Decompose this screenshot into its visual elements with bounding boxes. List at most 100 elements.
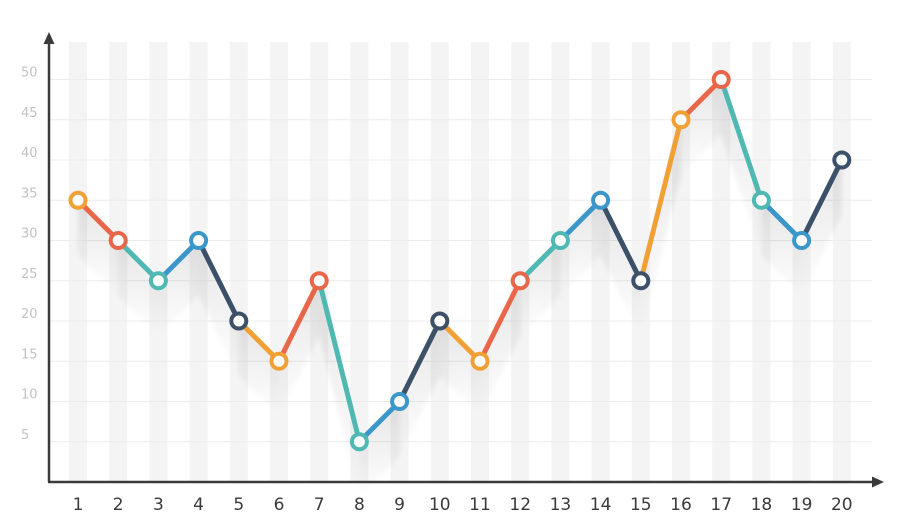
data-points bbox=[68, 70, 852, 452]
segment-shadow bbox=[399, 321, 440, 457]
y-tick-label: 20 bbox=[21, 307, 38, 322]
segment-shadow bbox=[721, 79, 762, 256]
column-stripe bbox=[430, 42, 449, 482]
data-point bbox=[229, 311, 249, 331]
column-stripe bbox=[229, 42, 248, 482]
y-tick-label: 25 bbox=[21, 267, 38, 282]
x-tick-label: 13 bbox=[550, 495, 572, 515]
y-tick-label: 10 bbox=[21, 388, 38, 403]
y-tick-label: 15 bbox=[21, 347, 38, 362]
y-tick-label: 50 bbox=[21, 66, 38, 81]
line-segment bbox=[598, 197, 644, 284]
column-stripe bbox=[310, 42, 329, 482]
line-segment bbox=[638, 117, 684, 284]
segment-shadow bbox=[640, 119, 681, 336]
segment-shadow bbox=[480, 280, 521, 417]
line-segment bbox=[397, 318, 443, 404]
line-segment bbox=[477, 278, 523, 364]
data-point bbox=[510, 271, 530, 291]
x-tick-label: 8 bbox=[354, 495, 365, 515]
data-point bbox=[349, 432, 369, 452]
data-point bbox=[309, 271, 329, 291]
x-tick-label: 5 bbox=[233, 495, 244, 515]
column-stripe bbox=[511, 42, 530, 482]
data-point bbox=[832, 150, 852, 170]
segment-shadow bbox=[198, 240, 239, 376]
y-tick-label: 5 bbox=[21, 428, 29, 443]
x-tick-label: 20 bbox=[831, 495, 853, 515]
x-tick-label: 2 bbox=[113, 495, 124, 515]
x-tick-label: 12 bbox=[509, 495, 531, 515]
data-point bbox=[631, 271, 651, 291]
x-tick-label: 10 bbox=[429, 495, 451, 515]
line-segment bbox=[276, 278, 322, 364]
data-point bbox=[470, 351, 490, 371]
data-point bbox=[550, 231, 570, 250]
y-tick-label: 35 bbox=[21, 186, 38, 201]
column-stripe bbox=[149, 42, 168, 482]
x-tick-label: 17 bbox=[710, 495, 732, 515]
segment-shadow bbox=[681, 79, 722, 175]
x-tick-label: 6 bbox=[274, 495, 285, 515]
x-axis-arrow-icon bbox=[872, 476, 884, 488]
x-tick-label: 14 bbox=[590, 495, 612, 515]
line-segment bbox=[316, 278, 362, 445]
x-tick-labels: 1 2 3 4 5 6 7 8 9 10 11 12 13 14 15 16 17 18 19 20 bbox=[73, 495, 853, 515]
data-point bbox=[390, 392, 410, 411]
data-point bbox=[68, 190, 88, 210]
column-stripe bbox=[672, 42, 690, 482]
segment-shadow bbox=[78, 200, 119, 296]
y-tick-labels: 5 10 15 20 25 30 35 40 45 50 bbox=[21, 66, 38, 443]
x-tick-label: 11 bbox=[469, 495, 491, 515]
data-point bbox=[148, 271, 168, 291]
column-stripe bbox=[631, 42, 650, 482]
column-stripe bbox=[350, 42, 369, 482]
data-point bbox=[792, 231, 812, 250]
x-tick-label: 9 bbox=[394, 495, 405, 515]
y-tick-label: 30 bbox=[21, 227, 38, 242]
segment-shadows bbox=[78, 79, 842, 497]
column-stripe bbox=[752, 42, 771, 482]
x-tick-label: 7 bbox=[314, 495, 325, 515]
segment-shadow bbox=[761, 200, 802, 296]
segment-shadow bbox=[600, 200, 641, 336]
x-tick-label: 16 bbox=[670, 495, 692, 515]
segment-shadow bbox=[520, 240, 561, 336]
x-tick-label: 3 bbox=[153, 495, 164, 515]
x-tick-label: 15 bbox=[630, 495, 652, 515]
data-point bbox=[751, 190, 771, 210]
column-stripe bbox=[591, 42, 610, 482]
y-tick-label: 45 bbox=[21, 106, 38, 121]
data-point bbox=[671, 110, 691, 130]
data-point bbox=[711, 70, 731, 89]
line-segment bbox=[799, 157, 845, 243]
y-axis-arrow-icon bbox=[43, 32, 55, 44]
data-point bbox=[189, 231, 209, 250]
column-stripe bbox=[832, 42, 851, 482]
segment-shadow bbox=[118, 240, 159, 336]
segment-shadow bbox=[560, 200, 601, 296]
x-tick-label: 1 bbox=[73, 495, 84, 515]
segment-shadow bbox=[238, 321, 279, 417]
y-tick-label: 40 bbox=[21, 146, 38, 161]
segment-shadow bbox=[801, 160, 842, 296]
segment-shadow bbox=[319, 280, 360, 497]
column-stripe bbox=[712, 42, 731, 482]
column-stripe bbox=[390, 42, 409, 482]
axes bbox=[43, 32, 884, 488]
x-tick-label: 18 bbox=[751, 495, 773, 515]
segment-shadow bbox=[439, 321, 480, 417]
data-point bbox=[269, 351, 289, 371]
column-stripe bbox=[69, 42, 87, 482]
line-segment bbox=[718, 77, 764, 203]
data-point bbox=[108, 231, 128, 250]
line-segment bbox=[196, 238, 242, 324]
data-point bbox=[430, 311, 450, 331]
x-tick-label: 19 bbox=[791, 495, 813, 515]
x-tick-label: 4 bbox=[193, 495, 204, 515]
segment-shadow bbox=[279, 280, 320, 417]
segment-shadow bbox=[158, 240, 199, 336]
segment-shadow bbox=[359, 401, 400, 497]
